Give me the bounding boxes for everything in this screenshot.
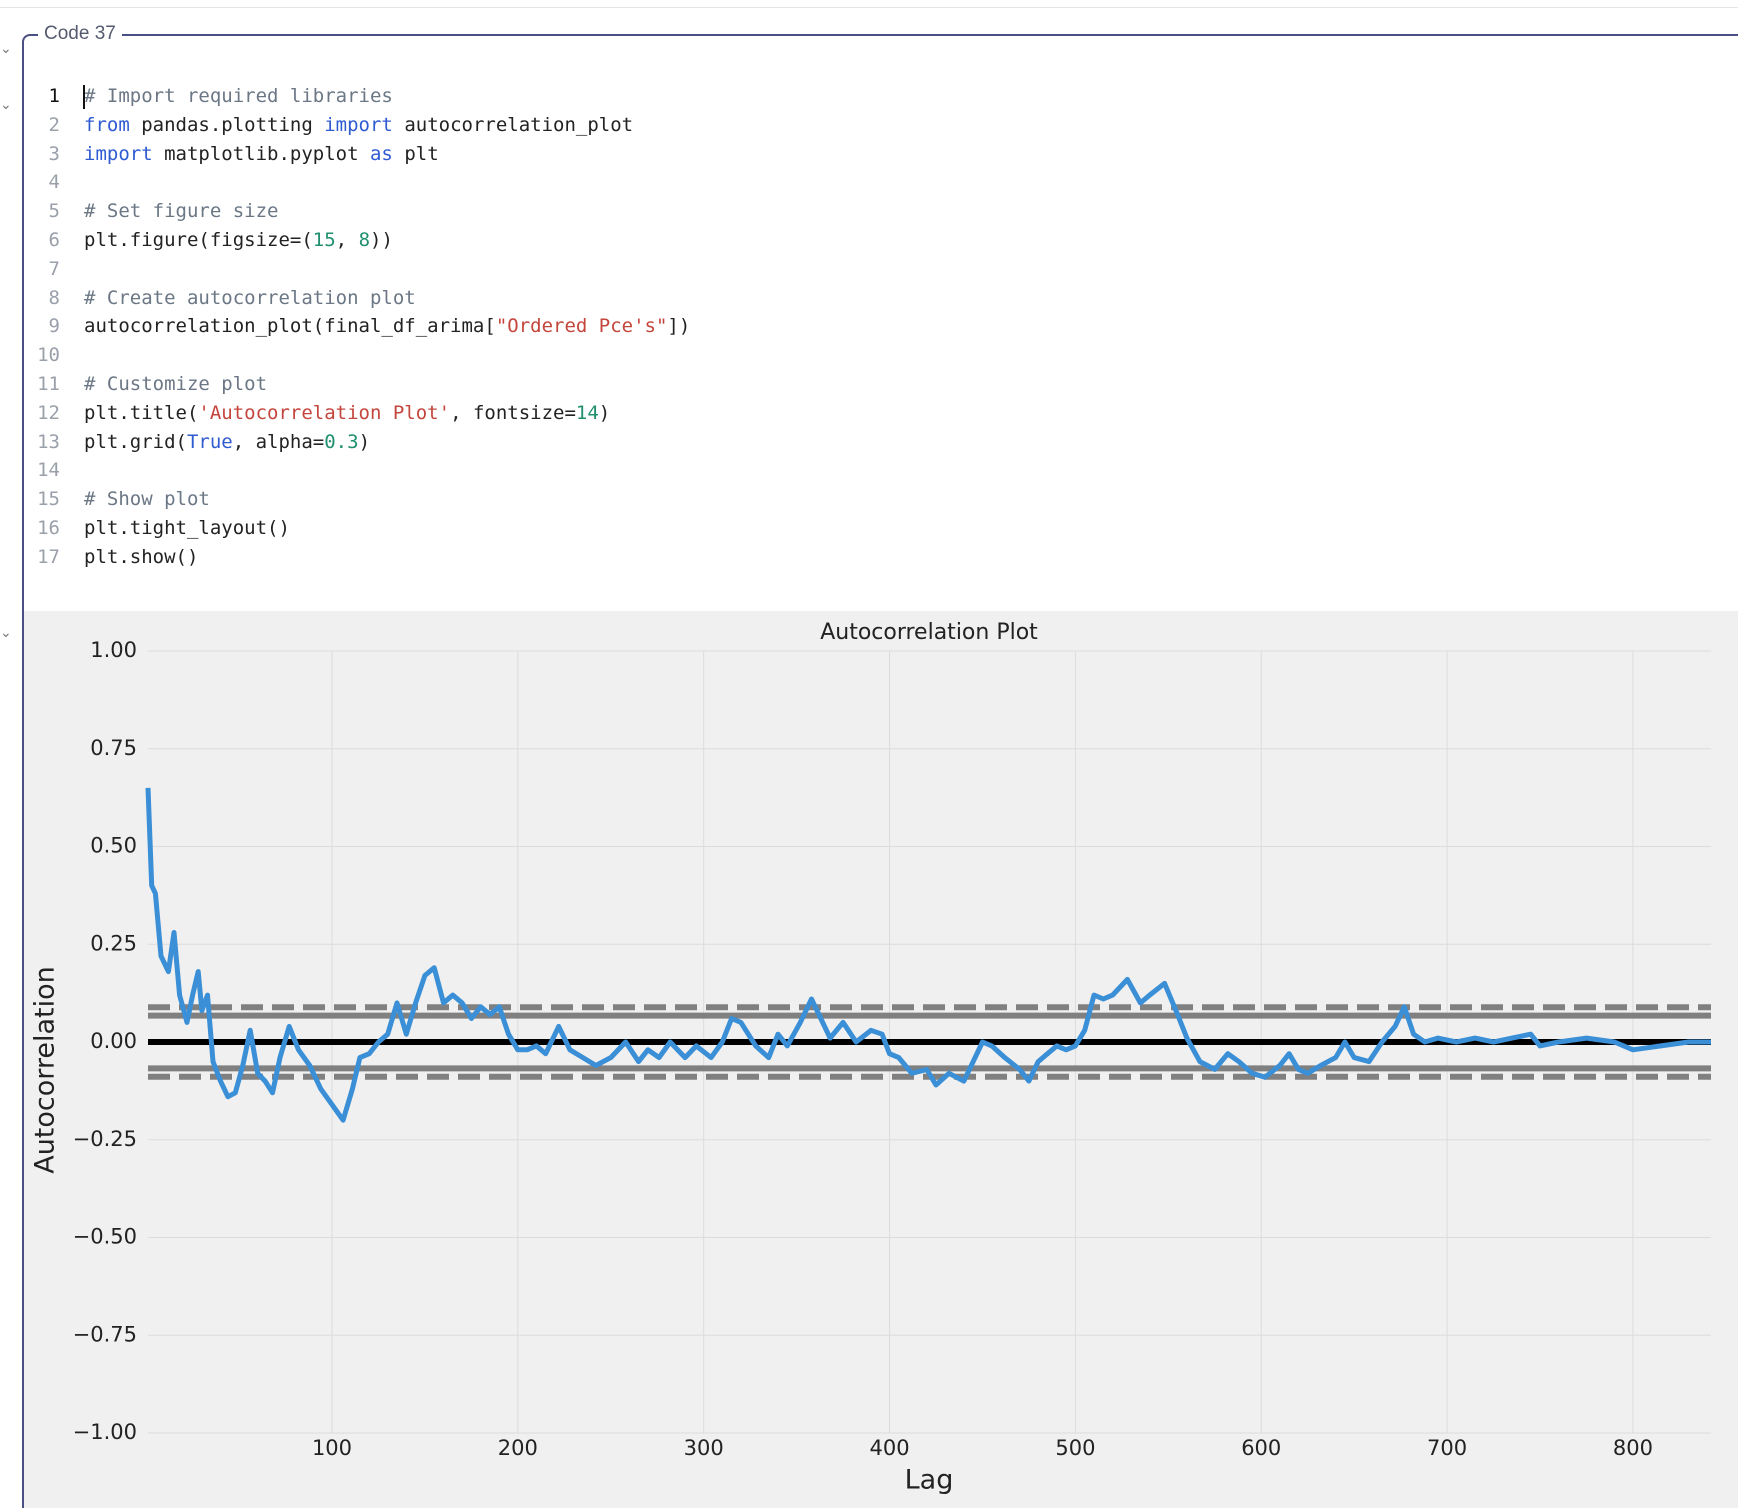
code-token: 8 [358,228,371,251]
code-token: autocorrelation_plot(final_df_arima[ [84,315,496,338]
line-number: 12 [37,401,60,424]
line-number: 14 [37,459,60,482]
x-tick-label: 500 [1055,1436,1095,1460]
code-token: 15 [312,228,336,251]
code-token: autocorrelation_plot [392,113,634,136]
code-token: , alpha= [232,430,325,453]
line-number: 16 [37,516,60,539]
code-token: # Customize plot [84,372,268,395]
code-token: 0.3 [324,430,359,453]
code-text: # Show plot [84,485,210,514]
x-tick-label: 600 [1241,1436,1281,1460]
line-number: 3 [48,142,60,165]
line-number: 10 [37,344,60,367]
chart-title: Autocorrelation Plot [820,620,1038,645]
y-tick-label: −1.00 [73,1420,137,1444]
code-text: # Set figure size [84,197,278,226]
collapse-toggle[interactable]: ⌄ [0,624,12,640]
chart: Autocorrelation Plot Lag Autocorrelation… [24,611,1738,1508]
collapse-toggle[interactable]: ⌄ [0,40,12,56]
line-number: 15 [37,488,60,511]
data-line [145,787,1711,1123]
cell-label: Code 37 [38,23,122,45]
code-token: 14 [575,401,599,424]
y-axis-label: Autocorrelation [30,966,61,1174]
cell [22,34,1738,1508]
code-text: # Import required libraries [84,82,393,111]
code-token: ) [598,401,611,424]
y-tick-label: −0.50 [73,1225,137,1249]
code-token: # Set figure size [84,200,279,223]
line-number: 11 [37,372,60,395]
code-token: matplotlib.pyplot [152,142,370,165]
code-text: autocorrelation_plot(final_df_arima["Ord… [84,312,690,341]
code-text: plt.figure(figsize=(15, 8)) [84,226,393,255]
line-number: 13 [37,430,60,453]
line-number: 1 [48,85,60,107]
line-number: 8 [48,286,60,309]
code-token: plt.grid( [84,430,187,453]
x-tick-label: 100 [312,1436,352,1460]
y-tick-label: 0.75 [90,736,137,760]
y-tick-label: 0.50 [90,834,137,858]
code-token: as [369,142,393,165]
code-token: True [186,430,233,453]
code-token: ) [358,430,371,453]
code-token: pandas.plotting [129,113,325,136]
code-token: import [324,113,393,136]
y-tick-label: 0.25 [90,931,137,955]
collapse-toggle[interactable]: ⌄ [0,96,12,112]
line-number: 4 [48,171,60,194]
y-tick-label: 1.00 [90,638,137,662]
code-token: )) [370,228,393,251]
x-axis-label: Lag [905,1465,954,1496]
code-text: import matplotlib.pyplot as plt [84,140,439,169]
code-text: # Create autocorrelation plot [84,284,416,313]
code-token: , fontsize= [450,401,576,424]
code-token: from [84,113,130,136]
y-tick-label: −0.75 [73,1322,137,1346]
code-token: 'Autocorrelation Plot' [198,401,451,424]
divider [0,7,1738,8]
line-number: 17 [37,545,60,568]
x-tick-label: 300 [684,1436,724,1460]
cursor [83,85,85,109]
line-number: 9 [48,315,60,338]
code-text: plt.show() [84,543,198,572]
code-token: "Ordered Pce's" [495,315,668,338]
code-text: # Customize plot [84,370,267,399]
code-token: plt.figure(figsize=( [84,228,313,251]
code-token: plt.tight_layout() [84,516,290,539]
y-tick-label: 0.00 [90,1029,137,1053]
code-text: plt.grid(True, alpha=0.3) [84,428,370,457]
code-token: plt [392,142,439,165]
code-token: # Create autocorrelation plot [84,286,416,309]
line-number: 2 [48,113,60,136]
code-token: plt.title( [84,401,199,424]
x-tick-label: 400 [869,1436,909,1460]
code-token: import [84,142,153,165]
code-token: ]) [667,315,691,338]
y-tick-label: −0.25 [73,1127,137,1151]
code-text: plt.tight_layout() [84,514,290,543]
line-number: 5 [48,200,60,223]
x-tick-label: 700 [1427,1436,1467,1460]
code-text: from pandas.plotting import autocorrelat… [84,111,633,140]
line-number: 7 [48,257,60,280]
code-token: plt.show() [84,545,199,568]
code-token: # Import required libraries [84,85,393,107]
line-number: 6 [48,228,60,251]
code-token: , [335,228,359,251]
x-tick-label: 800 [1613,1436,1653,1460]
x-tick-label: 200 [498,1436,538,1460]
figure-background [24,611,1738,1508]
code-token: # Show plot [84,488,210,511]
code-text: plt.title('Autocorrelation Plot', fontsi… [84,399,610,428]
